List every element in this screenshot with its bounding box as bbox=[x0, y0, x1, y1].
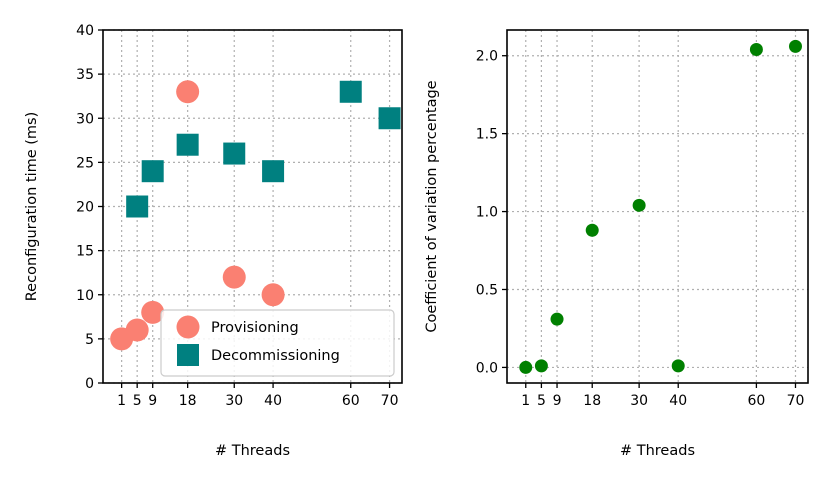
legend-circle-marker bbox=[176, 315, 200, 339]
series-point bbox=[585, 223, 599, 237]
decommissioning-point bbox=[378, 107, 401, 130]
x-tick-label: 5 bbox=[537, 393, 546, 409]
legend-label: Decommissioning bbox=[211, 348, 340, 364]
y-tick-label: 35 bbox=[76, 67, 94, 83]
x-tick-label: 70 bbox=[381, 393, 399, 409]
y-axis-label: Coefficient of variation percentage bbox=[424, 80, 440, 332]
y-tick-label: 40 bbox=[76, 23, 94, 39]
y-tick-label: 0.0 bbox=[476, 360, 498, 376]
legend: Provisioning Decommissioning bbox=[160, 309, 395, 377]
y-tick-label: 1.0 bbox=[476, 205, 498, 221]
y-tick-label: 0 bbox=[85, 376, 94, 392]
series-point bbox=[749, 42, 763, 56]
x-tick-label: 60 bbox=[342, 393, 360, 409]
decommissioning-point bbox=[223, 142, 246, 165]
decommissioning-point bbox=[176, 133, 199, 156]
right-chart-panel: 1 5 9 18 30 40 60 70 0.0 0.5 1.0 1.5 2.0 # Threads Coe… bbox=[424, 29, 809, 459]
x-tick-label: 30 bbox=[225, 393, 243, 409]
y-tick-label: 2.0 bbox=[476, 49, 498, 65]
y-tick-label: 0.5 bbox=[476, 282, 498, 298]
plot-frame bbox=[506, 29, 809, 384]
x-axis-label: # Threads bbox=[620, 443, 695, 459]
x-tick-label: 30 bbox=[630, 393, 648, 409]
x-tick-label: 18 bbox=[583, 393, 601, 409]
y-tick-label: 15 bbox=[76, 244, 94, 260]
series-point bbox=[550, 312, 564, 326]
x-tick-label: 40 bbox=[669, 393, 687, 409]
x-tick-label: 1 bbox=[521, 393, 530, 409]
series-point bbox=[671, 359, 685, 373]
provisioning-point bbox=[141, 300, 165, 324]
provisioning-point bbox=[176, 80, 200, 104]
x-tick-label: 1 bbox=[117, 393, 126, 409]
legend-label: Provisioning bbox=[211, 320, 299, 336]
y-axis-label: Reconfiguration time (ms) bbox=[24, 112, 40, 302]
x-tick-label: 5 bbox=[133, 393, 142, 409]
y-tick-label: 20 bbox=[76, 200, 94, 216]
x-axis-label: # Threads bbox=[215, 443, 290, 459]
y-tick-label: 1.5 bbox=[476, 127, 498, 143]
provisioning-point bbox=[261, 283, 285, 307]
decommissioning-point bbox=[126, 195, 149, 218]
y-tick-label: 25 bbox=[76, 155, 94, 171]
x-tick-label: 18 bbox=[179, 393, 197, 409]
series-point bbox=[519, 360, 533, 374]
x-tick-label: 70 bbox=[787, 393, 805, 409]
x-tick-label: 9 bbox=[148, 393, 157, 409]
series-point bbox=[534, 359, 548, 373]
y-tick-label: 5 bbox=[85, 332, 94, 348]
decommissioning-point bbox=[262, 160, 285, 183]
series-point bbox=[632, 198, 646, 212]
x-tick-label: 60 bbox=[747, 393, 765, 409]
decommissioning-point bbox=[339, 80, 362, 103]
provisioning-point bbox=[222, 265, 246, 289]
y-tick-label: 10 bbox=[76, 288, 94, 304]
x-tick-label: 9 bbox=[553, 393, 562, 409]
plot-frame bbox=[102, 29, 403, 384]
provisioning-point bbox=[125, 318, 149, 342]
legend-square-marker bbox=[177, 344, 199, 366]
decommissioning-point bbox=[141, 160, 164, 183]
y-tick-label: 30 bbox=[76, 111, 94, 127]
series-point bbox=[788, 39, 802, 53]
x-tick-label: 40 bbox=[264, 393, 282, 409]
legend-box bbox=[160, 309, 395, 377]
